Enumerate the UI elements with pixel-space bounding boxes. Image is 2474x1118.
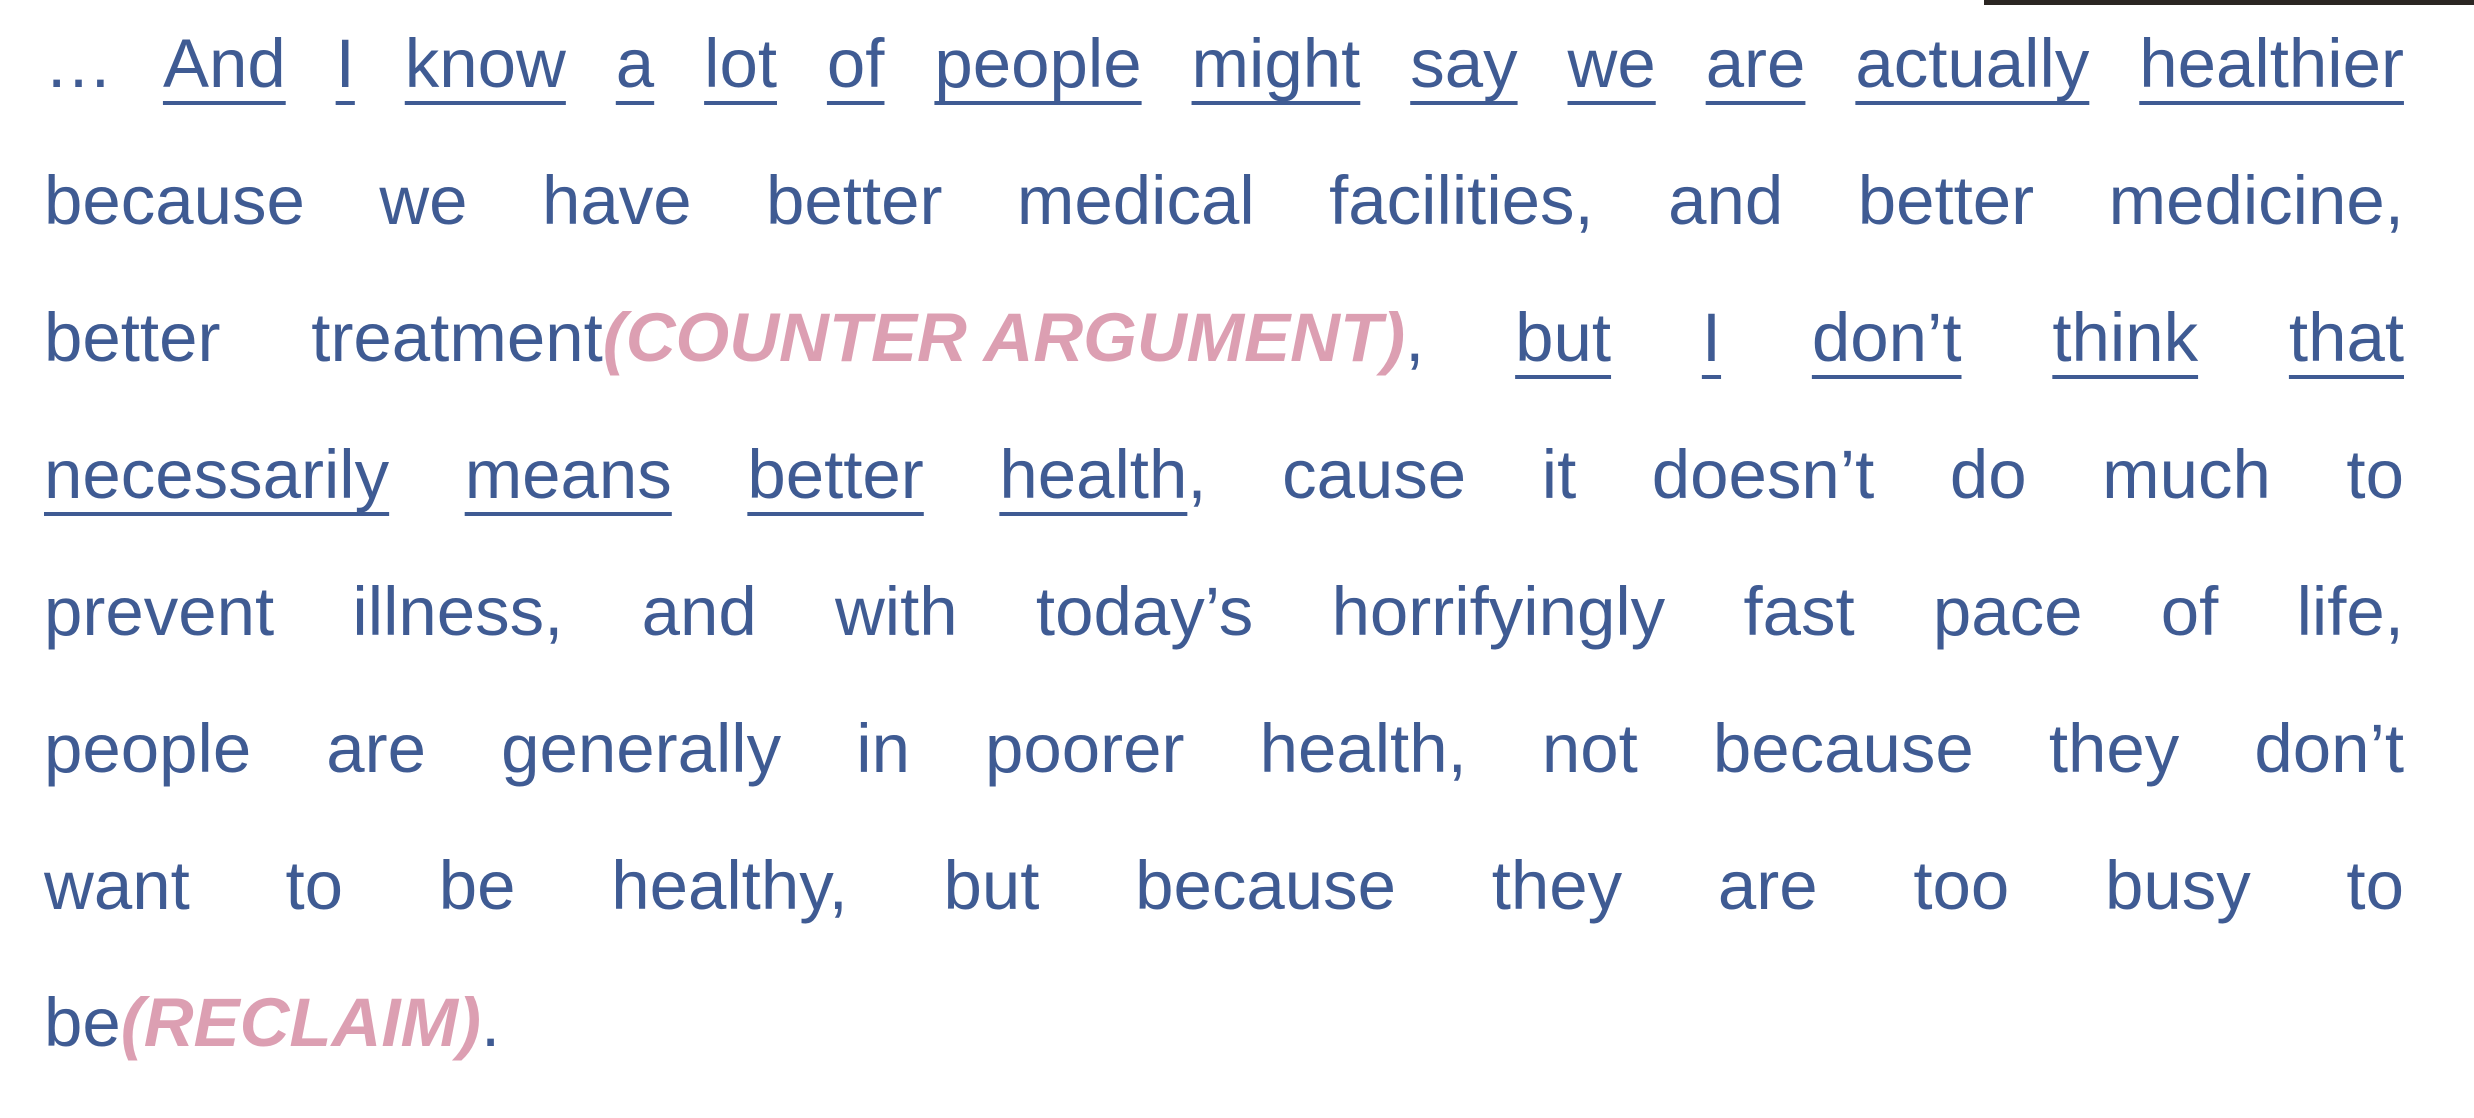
word: say — [1410, 25, 1518, 102]
passage-line-6: people are generally in poorer health, n… — [44, 699, 2404, 799]
word: cause — [1282, 436, 1467, 513]
word: and — [1668, 162, 1784, 239]
word: better — [1857, 162, 2035, 239]
word: better — [766, 162, 943, 239]
word: to — [2346, 847, 2404, 924]
passage-line-5: prevent illness, and with today’s horrif… — [44, 562, 2404, 662]
word: medical — [1016, 162, 1255, 239]
word: necessarily — [44, 436, 390, 513]
punctuation: . — [481, 984, 501, 1061]
word: too — [1913, 847, 2010, 924]
word: pace — [1932, 573, 2083, 650]
word: but — [1515, 299, 1612, 376]
word: treatment — [311, 299, 603, 376]
reclaim-tag: (RECLAIM) — [120, 984, 482, 1061]
word: to — [2346, 436, 2404, 513]
word: because — [44, 162, 305, 239]
video-overlay-edge — [1984, 0, 2474, 5]
word: poorer — [985, 710, 1185, 787]
word: are — [1717, 847, 1818, 924]
word: horrifyingly — [1331, 573, 1666, 650]
word: better — [44, 299, 221, 376]
word: we — [1567, 25, 1656, 102]
passage-line-2: because we have better medical facilitie… — [44, 151, 2404, 251]
word: want — [44, 847, 190, 924]
essay-passage: … And I know a lot of people might say w… — [44, 0, 2404, 1118]
word: lot — [704, 25, 777, 102]
word: we — [379, 162, 468, 239]
word: facilities, — [1329, 162, 1594, 239]
word: in — [856, 710, 910, 787]
word: do — [1949, 436, 2027, 513]
punctuation: , — [1405, 299, 1425, 376]
word: illness, — [352, 573, 564, 650]
word: but — [943, 847, 1040, 924]
word: are — [326, 710, 427, 787]
word: to — [285, 847, 344, 924]
word: are — [1705, 25, 1806, 102]
word: fast — [1743, 573, 1855, 650]
word: life, — [2296, 573, 2404, 650]
word: don’t — [1811, 299, 1962, 376]
word: people — [44, 710, 252, 787]
word: that — [2288, 299, 2404, 376]
word: healthy, — [611, 847, 848, 924]
word: be — [44, 984, 121, 1061]
ellipsis: … — [44, 25, 113, 102]
passage-line-8: be (RECLAIM). — [44, 973, 2404, 1073]
word: better — [747, 436, 924, 513]
passage-line-1: … And I know a lot of people might say w… — [44, 14, 2404, 114]
word: doesn’t — [1651, 436, 1875, 513]
word: And — [162, 25, 286, 102]
word: prevent — [44, 573, 275, 650]
word: they — [2048, 710, 2180, 787]
word: don’t — [2254, 710, 2404, 787]
word: it — [1541, 436, 1577, 513]
word: because — [1135, 847, 1396, 924]
passage-line-4: necessarily means better health, cause i… — [44, 425, 2404, 525]
word: I — [335, 25, 355, 102]
word: they — [1491, 847, 1623, 924]
word: today’s — [1035, 573, 1254, 650]
word: people — [934, 25, 1142, 102]
word: health, — [1259, 710, 1467, 787]
punctuation: , — [1187, 436, 1207, 513]
word: think — [2052, 299, 2199, 376]
word: have — [541, 162, 692, 239]
word: be — [438, 847, 516, 924]
word: because — [1712, 710, 1974, 787]
word: with — [834, 573, 958, 650]
word: means — [464, 436, 672, 513]
word: a — [615, 25, 655, 102]
word: know — [404, 25, 566, 102]
word: actually — [1855, 25, 2090, 102]
word: busy — [2104, 847, 2251, 924]
word: might — [1191, 25, 1361, 102]
word: and — [641, 573, 757, 650]
word-with-punctuation: health, — [999, 425, 1206, 525]
word: healthier — [2139, 25, 2404, 102]
word: much — [2102, 436, 2271, 513]
word: health — [999, 436, 1188, 513]
word: of — [2160, 573, 2219, 650]
word-with-annotation: treatment(COUNTER ARGUMENT), — [311, 288, 1424, 388]
word: medicine, — [2108, 162, 2404, 239]
word: of — [826, 25, 885, 102]
word: generally — [501, 710, 782, 787]
passage-line-7: want to be healthy, but because they are… — [44, 836, 2404, 936]
word: not — [1541, 710, 1638, 787]
counter-argument-tag: (COUNTER ARGUMENT) — [602, 299, 1406, 376]
word: I — [1701, 299, 1722, 376]
passage-line-3: better treatment(COUNTER ARGUMENT), but … — [44, 288, 2404, 388]
